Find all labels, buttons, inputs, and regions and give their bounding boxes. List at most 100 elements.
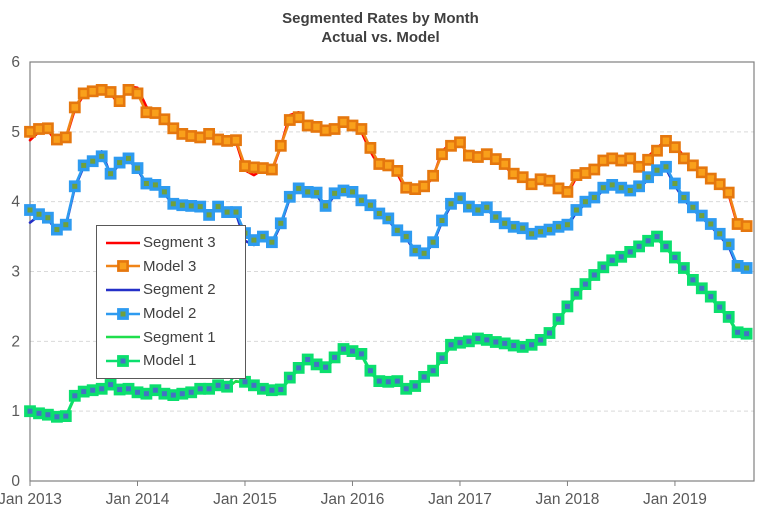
data-point-marker bbox=[24, 405, 36, 418]
data-point-marker bbox=[346, 345, 359, 357]
data-point-marker bbox=[158, 185, 171, 198]
data-point-marker bbox=[472, 204, 484, 216]
data-point-marker bbox=[597, 261, 610, 274]
data-point-marker bbox=[131, 386, 144, 399]
data-point-marker bbox=[149, 384, 162, 397]
data-point-marker bbox=[373, 375, 386, 387]
data-point-marker bbox=[418, 247, 430, 260]
data-point-marker bbox=[140, 177, 153, 190]
data-point-marker bbox=[391, 165, 404, 177]
y-axis-tick-label: 2 bbox=[11, 333, 20, 350]
data-point-marker bbox=[695, 166, 708, 179]
data-point-marker bbox=[194, 200, 207, 213]
data-point-marker bbox=[722, 238, 735, 251]
data-point-marker bbox=[552, 313, 565, 325]
data-point-marker bbox=[731, 326, 744, 339]
data-point-marker bbox=[543, 174, 556, 187]
chart-title: Segmented Rates by Month Actual vs. Mode… bbox=[0, 9, 761, 47]
data-point-marker bbox=[212, 379, 224, 392]
data-point-marker bbox=[624, 184, 637, 197]
data-point-marker bbox=[678, 262, 690, 274]
legend-key-line bbox=[106, 288, 140, 292]
data-point-marker bbox=[400, 382, 413, 395]
data-point-marker bbox=[579, 278, 592, 290]
data-point-marker bbox=[185, 199, 198, 212]
x-axis-tick-label: Jan 2014 bbox=[106, 491, 170, 508]
data-point-marker bbox=[534, 334, 547, 346]
data-point-marker bbox=[292, 362, 305, 374]
data-point-marker bbox=[651, 144, 663, 157]
legend-label: Model 1 bbox=[143, 352, 197, 370]
data-point-marker bbox=[24, 204, 36, 216]
data-point-marker bbox=[642, 234, 655, 247]
y-axis-tick-label: 4 bbox=[11, 194, 20, 211]
data-point-marker bbox=[695, 209, 708, 222]
data-point-marker bbox=[731, 260, 744, 272]
data-point-marker bbox=[266, 384, 278, 397]
data-point-marker bbox=[203, 208, 215, 221]
data-point-marker bbox=[516, 171, 529, 184]
data-point-marker bbox=[149, 178, 162, 191]
data-point-marker bbox=[328, 123, 341, 135]
data-point-marker bbox=[588, 191, 601, 204]
data-point-marker bbox=[633, 160, 645, 173]
data-point-marker bbox=[507, 339, 520, 352]
data-point-marker bbox=[597, 181, 610, 194]
data-point-marker bbox=[364, 199, 377, 212]
data-point-marker bbox=[122, 152, 135, 165]
data-markers bbox=[24, 150, 753, 274]
data-point-marker bbox=[257, 382, 269, 395]
data-point-marker bbox=[525, 227, 538, 240]
data-point-marker bbox=[337, 343, 350, 355]
data-point-marker bbox=[247, 234, 260, 246]
data-point-marker bbox=[480, 201, 493, 214]
data-point-marker bbox=[51, 223, 63, 236]
data-point-marker bbox=[677, 152, 690, 165]
data-point-marker bbox=[561, 186, 574, 198]
data-point-marker bbox=[642, 153, 654, 166]
data-point-marker bbox=[588, 163, 601, 176]
legend-item-model-2: Model 2 bbox=[103, 302, 245, 326]
data-point-marker bbox=[409, 380, 422, 392]
legend-marker-sample bbox=[117, 354, 129, 367]
data-point-marker bbox=[633, 240, 646, 253]
data-point-marker bbox=[203, 382, 215, 395]
data-point-marker bbox=[445, 338, 457, 351]
data-point-marker bbox=[713, 178, 726, 191]
data-point-marker bbox=[570, 204, 583, 216]
data-point-marker bbox=[104, 378, 117, 391]
data-point-marker bbox=[427, 169, 439, 182]
legend-item-segment-1: Segment 1 bbox=[103, 325, 245, 349]
legend-key-line-marker bbox=[106, 307, 140, 320]
data-point-marker bbox=[713, 227, 726, 240]
data-point-marker bbox=[543, 223, 556, 236]
data-point-marker bbox=[391, 375, 404, 387]
data-point-marker bbox=[346, 185, 359, 198]
data-point-marker bbox=[176, 387, 189, 400]
data-point-marker bbox=[257, 230, 269, 243]
data-point-marker bbox=[722, 311, 735, 323]
data-point-marker bbox=[104, 167, 117, 180]
data-point-marker bbox=[319, 361, 332, 374]
data-point-marker bbox=[95, 150, 108, 163]
data-point-marker bbox=[131, 87, 144, 100]
data-point-marker bbox=[337, 184, 350, 197]
data-point-marker bbox=[95, 382, 108, 395]
data-point-marker bbox=[319, 199, 332, 212]
data-point-marker bbox=[42, 408, 54, 421]
data-point-marker bbox=[355, 348, 368, 360]
data-point-marker bbox=[355, 123, 368, 135]
data-line bbox=[28, 88, 748, 228]
data-point-marker bbox=[436, 214, 448, 227]
legend: Segment 3 Model 3 Segment 2 Model 2 Segment … bbox=[96, 225, 246, 379]
data-point-marker bbox=[642, 171, 655, 184]
data-point-marker bbox=[274, 139, 287, 152]
data-point-marker bbox=[489, 211, 502, 223]
data-point-marker bbox=[167, 197, 180, 210]
data-point-marker bbox=[516, 222, 529, 235]
data-point-marker bbox=[68, 101, 81, 114]
data-point-marker bbox=[570, 287, 583, 300]
data-point-marker bbox=[498, 337, 511, 350]
data-point-marker bbox=[722, 186, 735, 199]
y-axis-tick-label: 3 bbox=[11, 264, 20, 281]
